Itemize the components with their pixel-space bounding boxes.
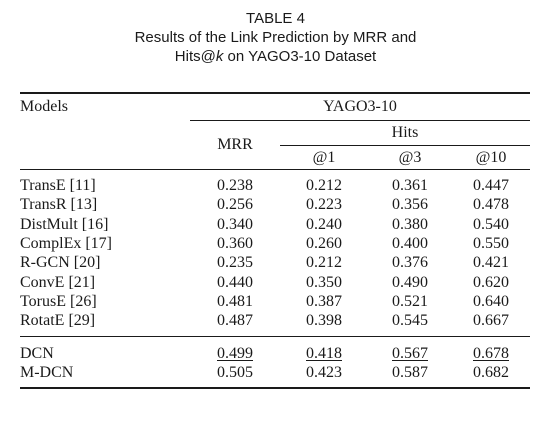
hits10-value-bold: 0.682 bbox=[452, 362, 530, 389]
hits10-cell: 0.678 bbox=[452, 336, 530, 363]
model-name: ConvE [21] bbox=[20, 273, 96, 291]
caption-line-1: Results of the Link Prediction by MRR an… bbox=[134, 29, 417, 46]
hits1-value-underlined: 0.418 bbox=[306, 344, 342, 362]
model-name: TransR [13] bbox=[20, 196, 98, 214]
hits1-value: 0.212 bbox=[280, 169, 368, 196]
hits1-value: 0.212 bbox=[306, 254, 342, 272]
table-caption: TABLE 4 Results of the Link Prediction b… bbox=[0, 9, 551, 66]
table-row-dcn: DCN 0.499 0.418 0.567 0.678 bbox=[20, 336, 530, 363]
mrr-value: 0.235 bbox=[217, 254, 253, 272]
table-row-mdcn: M-DCN 0.505 0.423 0.587 0.682 bbox=[20, 362, 530, 389]
table-row: R-GCN [20] 0.235 0.212 0.376 0.421 bbox=[20, 253, 530, 272]
baseline-rows: TransE [11] 0.238 0.212 0.361 0.447 Tran… bbox=[20, 169, 530, 337]
hits1-cell: 0.418 bbox=[280, 336, 368, 363]
hits3-value: 0.490 bbox=[392, 273, 428, 291]
mrr-value-underlined: 0.499 bbox=[217, 344, 253, 362]
mrr-header: MRR bbox=[190, 120, 280, 170]
hits-header: Hits bbox=[280, 120, 530, 146]
table-row: TransE [11] 0.238 0.212 0.361 0.447 bbox=[20, 169, 530, 196]
hits10-value: 0.550 bbox=[473, 235, 509, 253]
hits3-value: 0.545 bbox=[392, 312, 428, 330]
hits10-value: 0.478 bbox=[473, 196, 509, 214]
model-name: TorusE [26] bbox=[20, 292, 97, 310]
hits10-value: 0.640 bbox=[473, 292, 509, 310]
hits1-value: 0.223 bbox=[306, 196, 342, 214]
hits1-value-bold: 0.423 bbox=[280, 362, 368, 389]
model-name: DistMult [16] bbox=[20, 215, 109, 233]
hits3-value: 0.400 bbox=[392, 235, 428, 253]
model-name: ComplEx [17] bbox=[20, 235, 112, 253]
mrr-value: 0.440 bbox=[217, 273, 253, 291]
caption-k: k bbox=[215, 48, 224, 65]
model-name: R-GCN [20] bbox=[20, 254, 101, 272]
hits3-value: 0.380 bbox=[392, 215, 428, 233]
model-name: DCN bbox=[20, 336, 190, 363]
results-table: Models YAGO3-10 MRR Hits @1 @3 @10 Trans… bbox=[20, 92, 530, 389]
table-row: RotatE [29] 0.487 0.398 0.545 0.667 bbox=[20, 311, 530, 337]
hits1-value: 0.387 bbox=[306, 292, 342, 310]
mrr-cell: 0.499 bbox=[190, 336, 280, 363]
hits3-value: 0.356 bbox=[392, 196, 428, 214]
hits-at3-header: @3 bbox=[368, 145, 452, 170]
table-row: TransR [13] 0.256 0.223 0.356 0.478 bbox=[20, 195, 530, 214]
mrr-value: 0.256 bbox=[217, 196, 253, 214]
hits3-value-underlined: 0.567 bbox=[392, 344, 428, 362]
models-header: Models bbox=[20, 92, 190, 170]
hits-at10-header: @10 bbox=[452, 145, 530, 170]
model-name: RotatE [29] bbox=[20, 312, 96, 330]
table-label: TABLE 4 bbox=[246, 10, 305, 27]
hits1-value: 0.260 bbox=[306, 235, 342, 253]
mrr-value: 0.481 bbox=[217, 292, 253, 310]
hits10-value: 0.540 bbox=[473, 215, 509, 233]
hits3-value: 0.361 bbox=[368, 169, 452, 196]
table-row: TorusE [26] 0.481 0.387 0.521 0.640 bbox=[20, 292, 530, 311]
caption-line-2: Hits@k on YAGO3-10 Dataset bbox=[0, 47, 551, 66]
hits3-value-bold: 0.587 bbox=[368, 362, 452, 389]
mrr-value: 0.360 bbox=[217, 235, 253, 253]
table-row: ComplEx [17] 0.360 0.260 0.400 0.550 bbox=[20, 234, 530, 253]
model-name: TransE [11] bbox=[20, 169, 190, 196]
model-name: M-DCN bbox=[20, 362, 190, 389]
table-row: DistMult [16] 0.340 0.240 0.380 0.540 bbox=[20, 215, 530, 234]
hits1-value: 0.240 bbox=[306, 215, 342, 233]
hits1-value: 0.398 bbox=[306, 312, 342, 330]
hits-at1-header: @1 bbox=[280, 145, 368, 170]
hits3-cell: 0.567 bbox=[368, 336, 452, 363]
table-row: ConvE [21] 0.440 0.350 0.490 0.620 bbox=[20, 272, 530, 291]
hits1-value: 0.350 bbox=[306, 273, 342, 291]
hits10-value: 0.447 bbox=[452, 169, 530, 196]
mrr-value: 0.238 bbox=[190, 169, 280, 196]
hits10-value: 0.421 bbox=[473, 254, 509, 272]
hits3-value: 0.376 bbox=[392, 254, 428, 272]
hits10-value: 0.667 bbox=[473, 312, 509, 330]
mrr-value: 0.340 bbox=[217, 215, 253, 233]
hits10-value: 0.620 bbox=[473, 273, 509, 291]
mrr-value-bold: 0.505 bbox=[190, 362, 280, 389]
proposed-rows: DCN 0.499 0.418 0.567 0.678 M-DCN 0.505 … bbox=[20, 336, 530, 389]
hits10-value-underlined: 0.678 bbox=[473, 344, 509, 362]
caption-dataset-suffix: on YAGO3-10 Dataset bbox=[223, 48, 377, 65]
caption-hits-prefix: Hits@ bbox=[174, 48, 216, 65]
hits3-value: 0.521 bbox=[392, 292, 428, 310]
dataset-header: YAGO3-10 bbox=[190, 92, 530, 121]
mrr-value: 0.487 bbox=[217, 312, 253, 330]
